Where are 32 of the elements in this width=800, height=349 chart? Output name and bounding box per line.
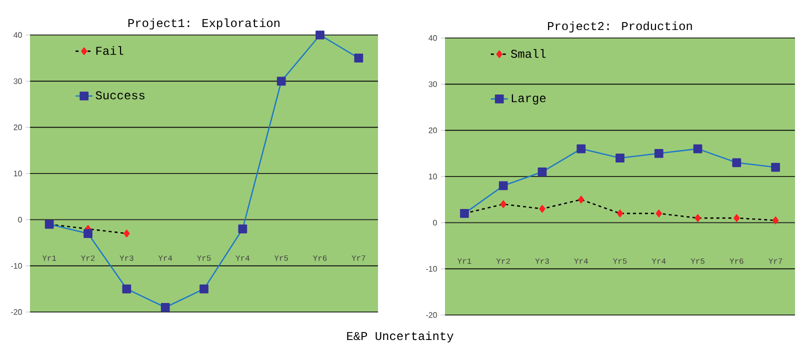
point xyxy=(772,216,779,224)
point xyxy=(694,214,701,222)
point xyxy=(122,284,132,294)
point xyxy=(160,302,170,312)
legend-label: Success xyxy=(96,91,144,100)
point xyxy=(500,200,506,208)
point xyxy=(538,167,547,176)
point xyxy=(238,224,248,234)
point xyxy=(124,230,130,238)
point xyxy=(734,214,740,222)
text: E&P Uncertainty xyxy=(347,331,454,342)
chart-title: Project2: Production xyxy=(548,21,692,33)
point xyxy=(276,76,286,86)
point xyxy=(354,54,364,63)
point xyxy=(616,210,624,218)
legend-label: Large xyxy=(512,94,546,105)
point xyxy=(771,162,780,172)
point xyxy=(539,204,546,213)
point xyxy=(654,148,664,158)
point xyxy=(732,158,742,168)
point xyxy=(656,210,662,218)
point xyxy=(576,144,586,154)
chart-title: Project1: Exploration xyxy=(128,18,280,30)
point xyxy=(578,196,584,204)
point xyxy=(693,144,702,154)
point xyxy=(316,30,324,40)
legend-label: Small xyxy=(510,49,546,58)
point xyxy=(616,154,624,162)
legend-label: Fail xyxy=(96,46,124,55)
point xyxy=(200,284,208,294)
point xyxy=(498,181,508,190)
point xyxy=(84,229,92,238)
